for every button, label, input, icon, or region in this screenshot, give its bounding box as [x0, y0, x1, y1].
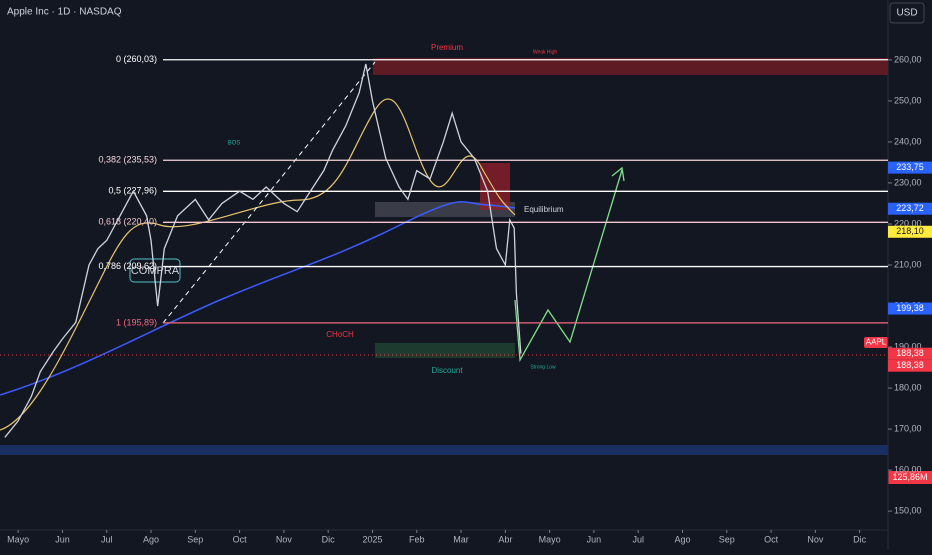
- x-tick-label: Dic: [853, 534, 866, 544]
- x-tick-label: Sep: [187, 534, 203, 544]
- projection-arrow: [611, 166, 625, 182]
- x-tick-label: Sep: [719, 534, 735, 544]
- currency-label: USD: [896, 8, 917, 19]
- bos-label: BOS: [228, 141, 241, 147]
- volume-tag: [888, 471, 932, 484]
- equilibrium-label: Equilibrium: [524, 205, 564, 214]
- fib-label: 0,382 (235,53): [98, 155, 157, 165]
- price-tag-label: 188,38: [896, 360, 924, 370]
- y-tick-label: 250,00: [894, 95, 922, 105]
- fib-label: 0,786 (209,62): [98, 261, 157, 271]
- price-tag-label: 199,38: [896, 303, 924, 313]
- price-tag: [888, 302, 932, 315]
- y-tick-label: 190,00: [894, 341, 922, 351]
- premium-label: Premium: [431, 43, 463, 52]
- y-tick-label: 170,00: [894, 423, 922, 433]
- currency-button[interactable]: [889, 2, 925, 24]
- y-tick-label: 150,00: [894, 506, 922, 516]
- fib-trend-line: [162, 61, 376, 324]
- price-tag-label: 223,72: [896, 203, 924, 213]
- x-tick-label: Nov: [276, 534, 293, 544]
- premium-zone: [373, 58, 888, 75]
- x-tick-label: Jun: [587, 534, 602, 544]
- price-tag-label: 233,75: [896, 162, 924, 172]
- x-tick-label: Mayo: [539, 534, 561, 544]
- x-tick-label: Ago: [143, 534, 159, 544]
- symbol-tag: [864, 337, 888, 348]
- y-tick-label: 240,00: [894, 136, 922, 146]
- x-tick-label: Ago: [674, 534, 690, 544]
- liquidity-zone: [0, 445, 888, 455]
- x-tick-label: Feb: [409, 534, 425, 544]
- moving-average-20: [0, 98, 516, 431]
- price-tag: [888, 347, 932, 360]
- y-tick-label: 180,00: [894, 382, 922, 392]
- order-block: [480, 163, 510, 210]
- weak-high-label: Weak High: [533, 49, 558, 55]
- x-tick-label: Oct: [233, 534, 248, 544]
- y-tick-label: 160,00: [894, 464, 922, 474]
- discount-zone: [375, 343, 515, 358]
- price-tag-label: 188,38: [896, 348, 924, 358]
- choch-label: CHoCH: [326, 330, 354, 339]
- fib-label: 0,618 (220,40): [98, 217, 157, 227]
- symbol-label: AAPL: [866, 338, 887, 347]
- strong-low-label: Strong Low: [530, 364, 556, 370]
- price-tag-label: 218,10: [896, 226, 924, 236]
- volume-label: 125,86M: [892, 472, 927, 482]
- price-tag: [888, 225, 932, 238]
- x-tick-label: Abr: [498, 534, 512, 544]
- y-tick-label: 260,00: [894, 54, 922, 64]
- x-tick-label: Dic: [322, 534, 335, 544]
- chart-title: Apple Inc · 1D · NASDAQ: [7, 7, 122, 18]
- fib-label: 0,5 (227,96): [108, 186, 157, 196]
- fib-label: 1 (195,89): [116, 317, 157, 327]
- x-tick-label: Nov: [807, 534, 824, 544]
- x-tick-label: 2025: [362, 534, 382, 544]
- price-tag: [888, 161, 932, 174]
- x-tick-label: Jun: [55, 534, 70, 544]
- moving-average-200: [0, 201, 516, 396]
- price-line: [4, 63, 522, 438]
- y-tick-label: 230,00: [894, 177, 922, 187]
- x-tick-label: Mayo: [7, 534, 29, 544]
- price-tag: [888, 359, 932, 372]
- x-tick-label: Jul: [101, 534, 113, 544]
- x-tick-label: Jul: [632, 534, 644, 544]
- discount-label: Discount: [431, 366, 463, 375]
- price-tag: [888, 202, 932, 215]
- x-tick-label: Mar: [453, 534, 469, 544]
- y-tick-label: 220,00: [894, 218, 922, 228]
- buy-label: COMPRA: [131, 265, 180, 277]
- y-tick-label: 210,00: [894, 259, 922, 269]
- projection-path: [514, 169, 623, 363]
- fib-label: 0 (260,03): [116, 54, 157, 64]
- x-tick-label: Oct: [764, 534, 779, 544]
